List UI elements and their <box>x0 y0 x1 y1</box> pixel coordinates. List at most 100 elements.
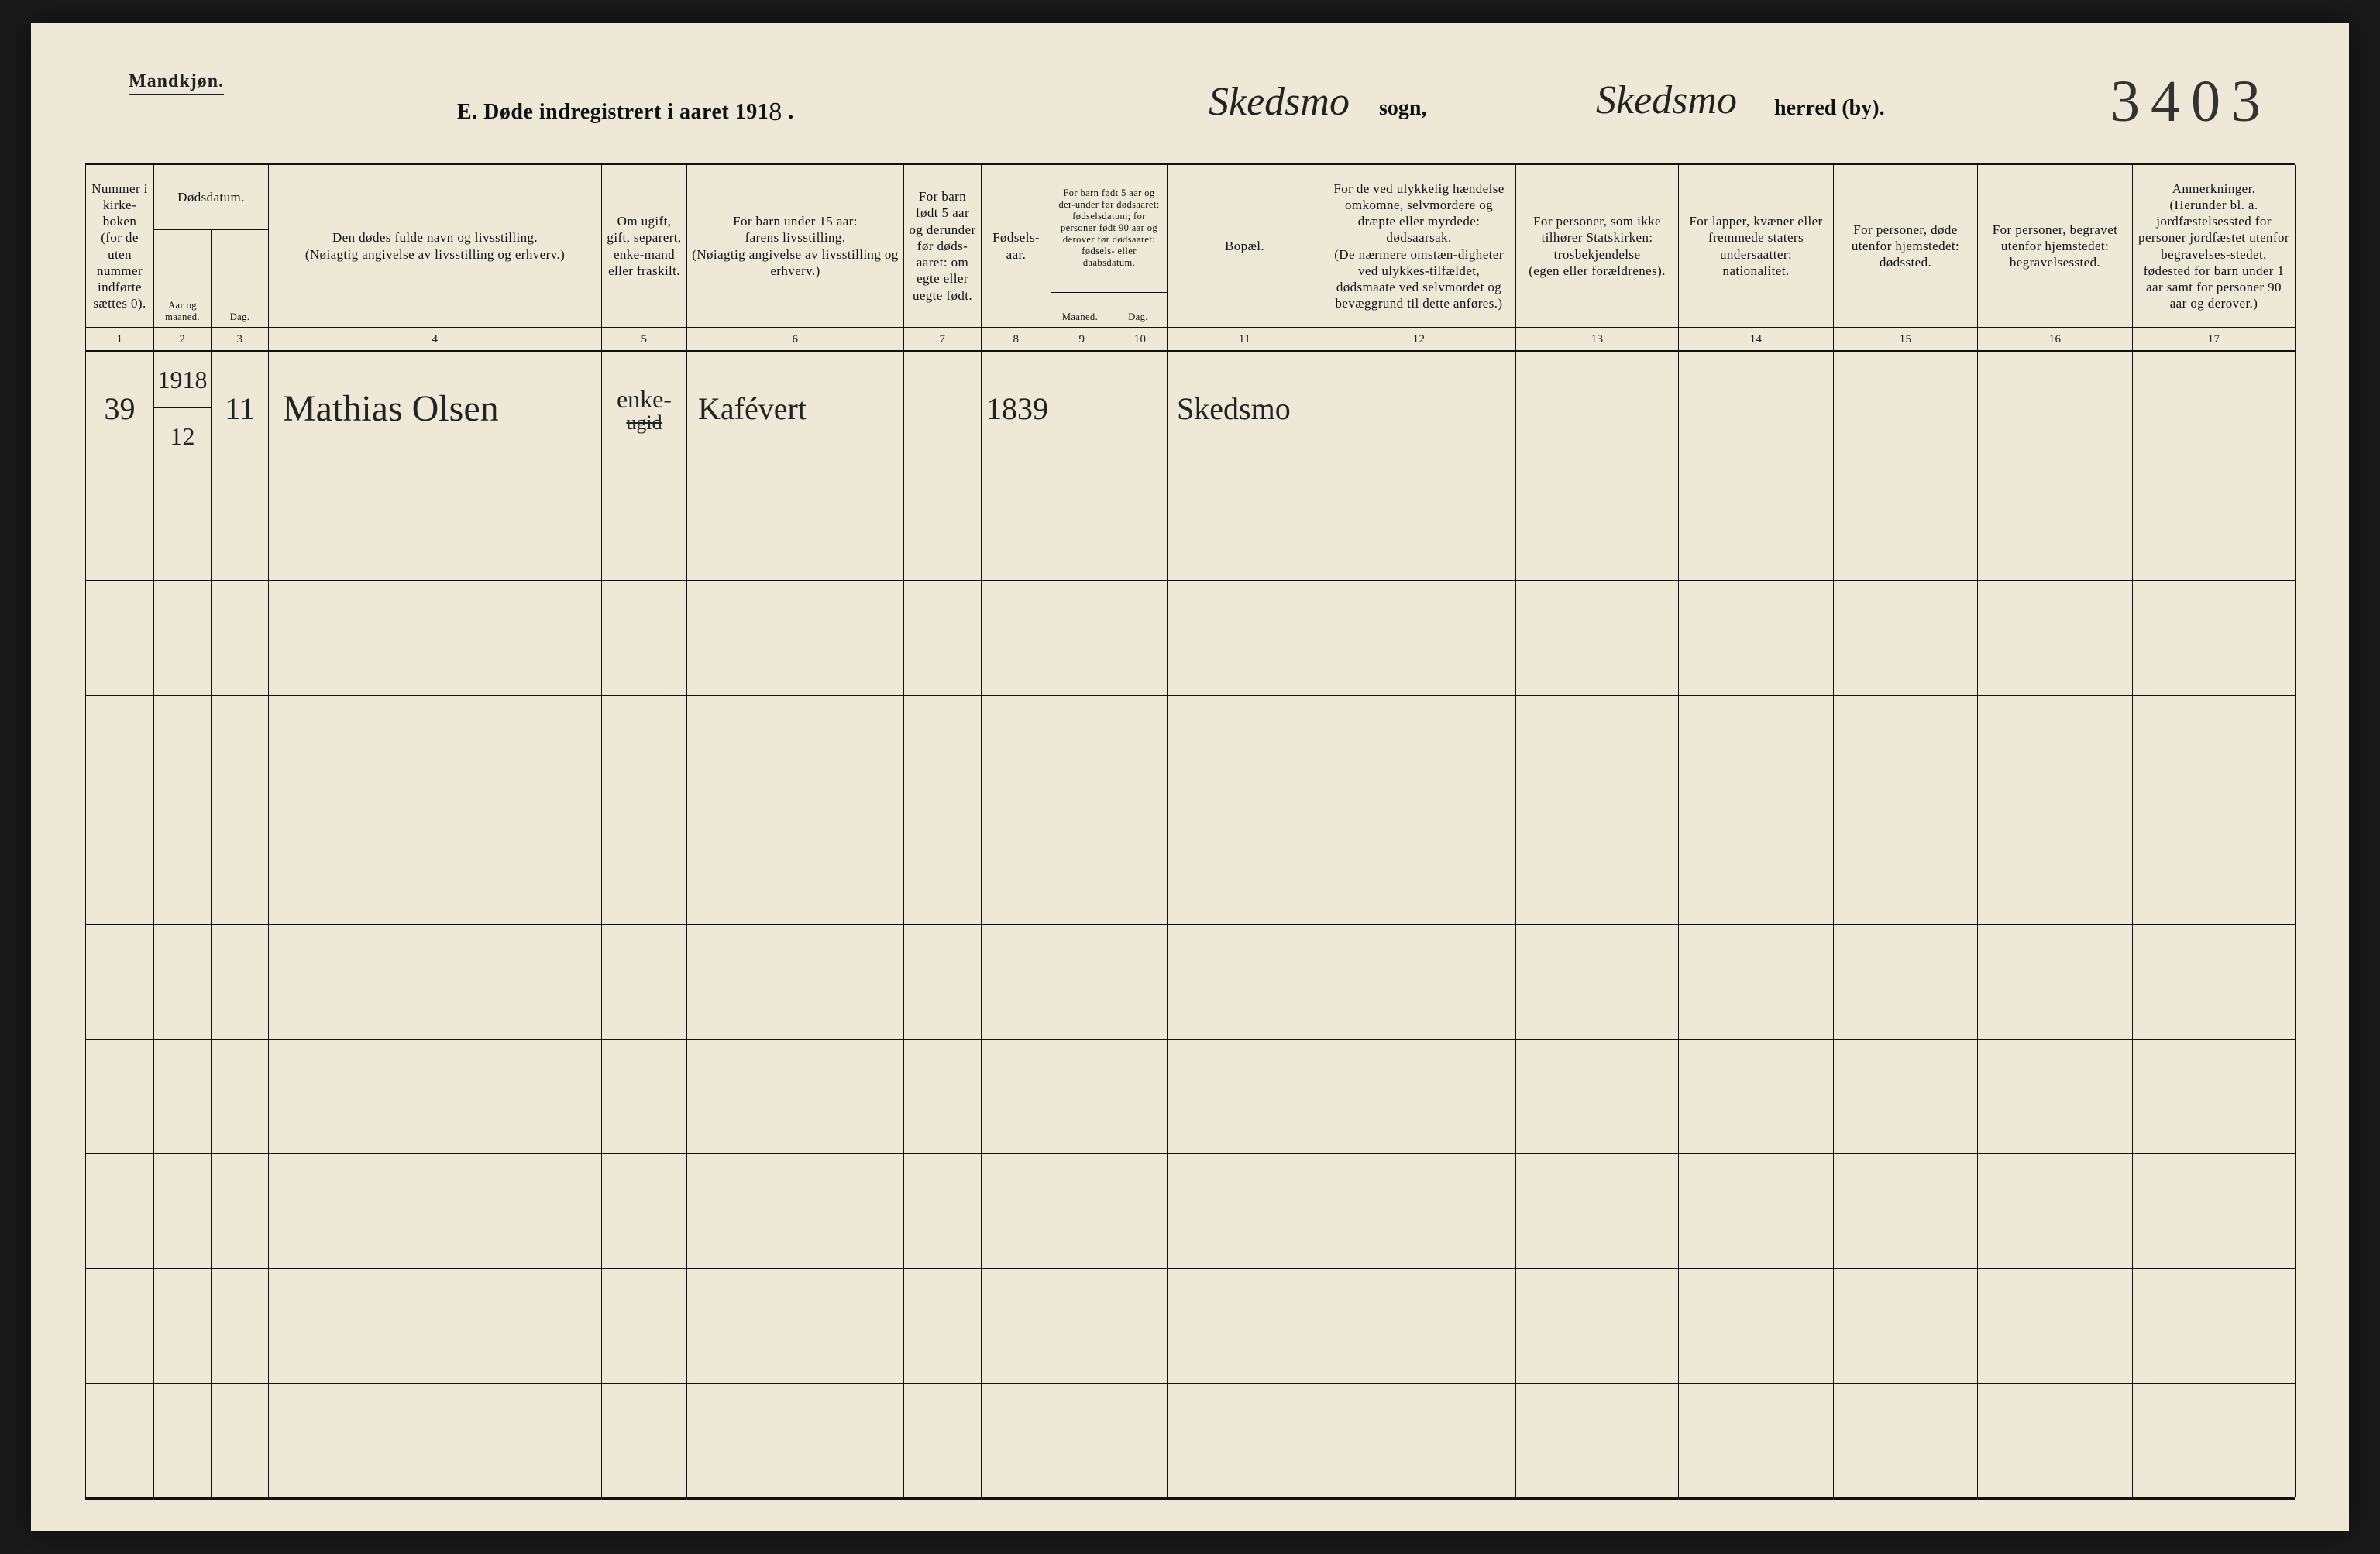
table-row <box>86 1383 2296 1497</box>
col-num: 8 <box>982 328 1051 351</box>
herred-label: herred (by). <box>1774 96 1885 121</box>
table-row <box>86 695 2296 810</box>
table-cell <box>1516 580 1679 695</box>
table-cell <box>1516 1268 1679 1383</box>
table-cell <box>602 810 687 924</box>
ledger-page: Mandkjøn. E. Døde indregistrert i aaret … <box>31 23 2349 1531</box>
table-cell <box>1516 1383 1679 1497</box>
table-cell <box>1834 351 1978 466</box>
table-cell <box>687 1383 904 1497</box>
table-cell <box>212 580 269 695</box>
col-header-17: Anmerkninger. (Herunder bl. a. jordfæste… <box>2133 165 2296 328</box>
table-cell <box>86 924 154 1039</box>
table-cell <box>269 1268 602 1383</box>
table-cell <box>2133 810 2296 924</box>
birth-year: 1839 <box>986 391 1048 426</box>
gender-label: Mandkjøn. <box>129 71 224 95</box>
table-cell <box>1113 466 1168 580</box>
table-cell <box>1834 466 1978 580</box>
table-cell <box>2133 351 2296 466</box>
table-cell <box>687 1039 904 1153</box>
col-header-7: For barn født 5 aar og derunder før døds… <box>904 165 982 328</box>
table-cell <box>212 1383 269 1497</box>
deceased-name: Mathias Olsen <box>283 388 499 429</box>
table-cell <box>1322 695 1516 810</box>
col-header-11: Bopæl. <box>1168 165 1322 328</box>
page-title: E. Døde indregistrert i aaret 1918 . <box>457 96 794 125</box>
table-cell <box>1168 580 1322 695</box>
table-cell <box>1834 1039 1978 1153</box>
table-cell <box>1516 1153 1679 1268</box>
table-cell <box>904 466 982 580</box>
table-cell: enke- ugid <box>602 351 687 466</box>
table-cell <box>1679 1039 1834 1153</box>
table-cell <box>2133 466 2296 580</box>
table-cell <box>1834 1268 1978 1383</box>
table-cell <box>1051 924 1113 1039</box>
col-header-8: Fødsels-aar. <box>982 165 1051 328</box>
table-cell <box>86 580 154 695</box>
table-cell <box>2133 695 2296 810</box>
table-cell <box>1978 351 2133 466</box>
table-cell <box>602 1039 687 1153</box>
table-cell <box>212 1268 269 1383</box>
col-header-9b: Dag. <box>1109 293 1167 328</box>
table-cell <box>86 1153 154 1268</box>
ledger-table: Nummer i kirke-boken (for de uten nummer… <box>85 165 2296 1497</box>
entry-number: 39 <box>105 391 136 426</box>
table-cell: 11 <box>212 351 269 466</box>
table-row <box>86 810 2296 924</box>
marital-status: enke- <box>617 385 672 413</box>
table-cell <box>1978 695 2133 810</box>
table-cell <box>602 924 687 1039</box>
death-month: 12 <box>154 408 211 465</box>
table-cell <box>1168 1039 1322 1153</box>
col-num: 12 <box>1322 328 1516 351</box>
table-cell <box>1978 1383 2133 1497</box>
table-cell: Skedsmo <box>1168 351 1322 466</box>
table-cell <box>212 466 269 580</box>
col-num: 13 <box>1516 328 1679 351</box>
table-cell <box>687 466 904 580</box>
table-cell <box>904 1153 982 1268</box>
col-header-13: For personer, som ikke tilhører Statskir… <box>1516 165 1679 328</box>
table-cell <box>1679 1268 1834 1383</box>
table-cell <box>1834 695 1978 810</box>
table-cell <box>1113 924 1168 1039</box>
table-cell <box>904 351 982 466</box>
col-header-9-title: For barn født 5 aar og der-under før død… <box>1051 165 1167 292</box>
table-cell <box>904 1268 982 1383</box>
col-header-2-group: Dødsdatum. Aar og maaned. Dag. <box>154 165 269 328</box>
col-num: 16 <box>1978 328 2133 351</box>
table-cell <box>86 810 154 924</box>
table-cell <box>1978 924 2133 1039</box>
table-cell <box>1113 1383 1168 1497</box>
table-cell <box>602 1153 687 1268</box>
table-cell <box>1113 580 1168 695</box>
table-cell <box>1051 1153 1113 1268</box>
col-num: 4 <box>269 328 602 351</box>
table-cell <box>269 1039 602 1153</box>
table-cell <box>1834 1383 1978 1497</box>
table-cell <box>1834 1153 1978 1268</box>
table-cell <box>2133 1383 2296 1497</box>
table-cell <box>687 924 904 1039</box>
col-header-1: Nummer i kirke-boken (for de uten nummer… <box>86 165 154 328</box>
table-cell <box>1516 810 1679 924</box>
table-cell <box>1978 1153 2133 1268</box>
table-cell <box>982 466 1051 580</box>
col-num: 17 <box>2133 328 2296 351</box>
sogn-handwriting: Skedsmo <box>1209 79 1350 125</box>
table-cell <box>1516 351 1679 466</box>
table-row: 39 1918 12 11Mathias Olsenenke- ugidKafé… <box>86 351 2296 466</box>
table-cell <box>86 1383 154 1497</box>
col-header-15: For personer, døde utenfor hjemstedet: d… <box>1834 165 1978 328</box>
table-cell <box>269 1153 602 1268</box>
table-cell <box>1168 1383 1322 1497</box>
death-day: 11 <box>225 391 255 426</box>
col-num: 3 <box>212 328 269 351</box>
table-cell <box>1051 466 1113 580</box>
table-body: 39 1918 12 11Mathias Olsenenke- ugidKafé… <box>86 351 2296 1497</box>
table-cell <box>904 695 982 810</box>
table-cell <box>982 580 1051 695</box>
